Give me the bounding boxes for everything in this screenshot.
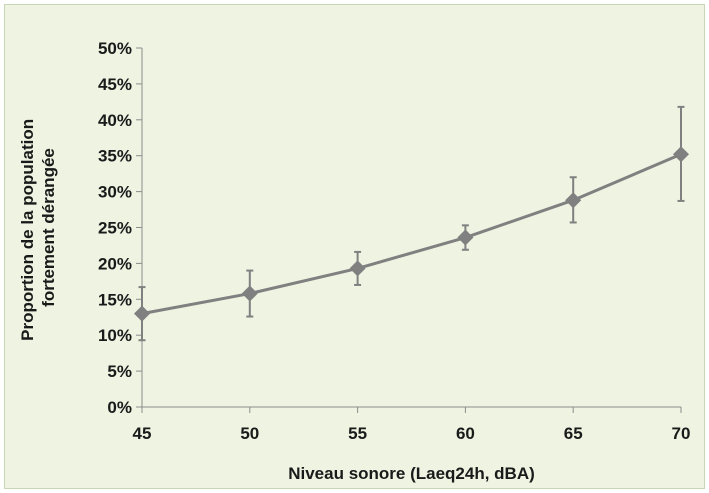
y-tick-label: 15% bbox=[98, 290, 132, 309]
x-tick-label: 50 bbox=[240, 424, 259, 443]
data-point-marker bbox=[134, 305, 150, 322]
y-tick-label: 50% bbox=[98, 39, 132, 58]
data-point-marker bbox=[565, 192, 582, 209]
y-tick-label: 25% bbox=[98, 219, 132, 238]
x-axis-ticks: 45 50 55 60 65 70 bbox=[133, 407, 691, 443]
series-line bbox=[141, 152, 682, 316]
y-axis-ticks: 0% 5% 10% 15% 20% 25% 30% 35% 40% 45% 50% bbox=[98, 39, 142, 417]
x-tick-label: 70 bbox=[672, 424, 691, 443]
data-point-marker bbox=[349, 260, 366, 277]
series-layer bbox=[134, 105, 689, 342]
y-axis-title-line-1: Proportion de la population bbox=[18, 119, 37, 341]
x-tick-label: 65 bbox=[564, 424, 583, 443]
y-axis-title: Proportion de la population fortement dé… bbox=[18, 114, 58, 341]
y-tick-label: 30% bbox=[98, 183, 132, 202]
y-tick-label: 35% bbox=[98, 147, 132, 166]
x-tick-label: 55 bbox=[348, 424, 367, 443]
x-axis-title: Niveau sonore (Laeq24h, dBA) bbox=[288, 464, 535, 483]
y-tick-label: 45% bbox=[98, 75, 132, 94]
y-tick-label: 20% bbox=[98, 254, 132, 273]
data-point-marker bbox=[457, 229, 474, 246]
y-tick-label: 10% bbox=[98, 326, 132, 345]
x-tick-label: 45 bbox=[133, 424, 152, 443]
x-tick-label: 60 bbox=[456, 424, 475, 443]
line-chart: 0% 5% 10% 15% 20% 25% 30% 35% 40% 45% 50% 45 50 55 60… bbox=[18, 39, 691, 483]
data-point-marker bbox=[241, 285, 258, 302]
data-point-marker bbox=[673, 146, 689, 163]
y-tick-label: 5% bbox=[107, 362, 132, 381]
y-axis-title-line-2: fortement dérangée bbox=[39, 148, 58, 307]
y-tick-label: 0% bbox=[107, 398, 132, 417]
chart-area: 0% 5% 10% 15% 20% 25% 30% 35% 40% 45% 50% 45 50 55 60… bbox=[4, 4, 705, 489]
y-tick-label: 40% bbox=[98, 111, 132, 130]
